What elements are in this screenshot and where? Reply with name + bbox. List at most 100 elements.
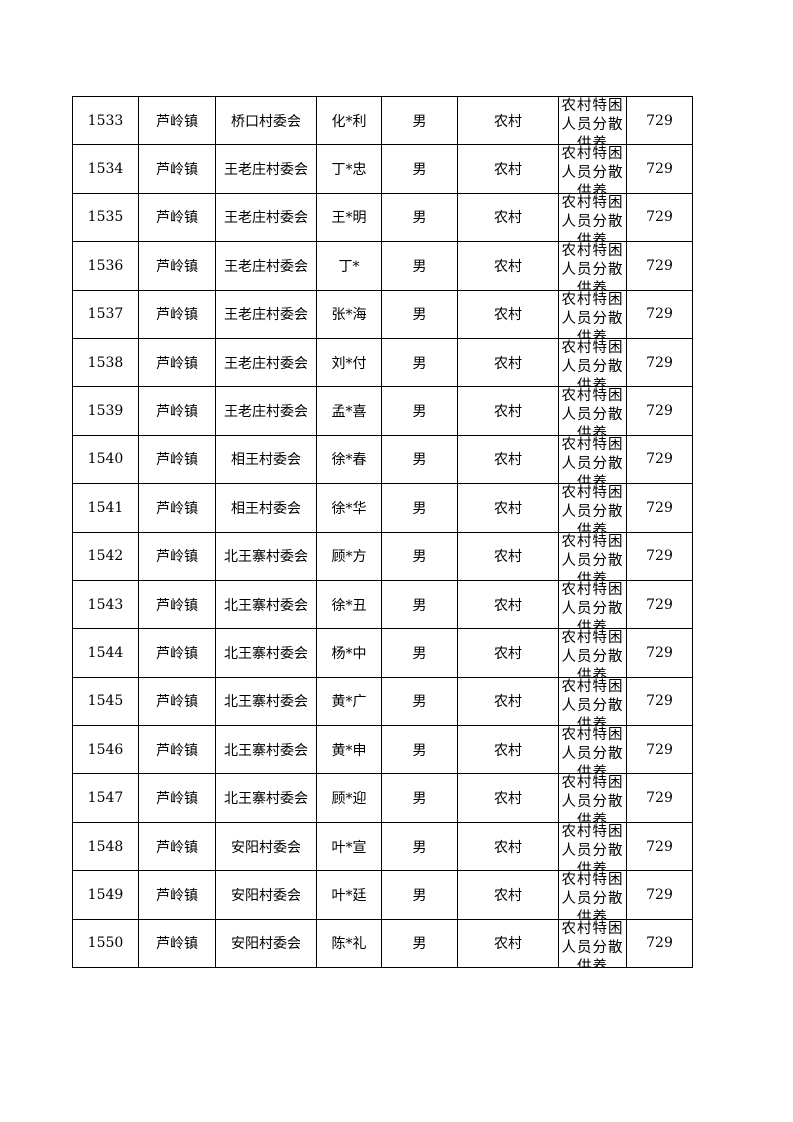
cell-town: 芦岭镇: [138, 773, 216, 823]
cell-category-text: 农村特困人员分散供养: [561, 727, 624, 774]
cell-category: 农村特困人员分散供养: [558, 95, 627, 146]
cell-town: 芦岭镇: [138, 289, 216, 339]
cell-town: 芦岭镇: [138, 337, 216, 388]
cell-no: 1536: [72, 241, 139, 291]
cell-type: 农村: [457, 144, 559, 194]
cell-gender: 男: [381, 628, 458, 678]
cell-category-text: 农村特困人员分散供养: [561, 485, 624, 532]
cell-category: 农村特困人员分散供养: [558, 918, 627, 969]
cell-name: 刘*付: [316, 337, 382, 388]
cell-gender: 男: [381, 725, 458, 775]
table-row: 1536 芦岭镇 王老庄村委会 丁* 男农村 农村特困人员分散供养 729: [72, 241, 693, 291]
cell-category: 农村特困人员分散供养: [558, 773, 627, 823]
cell-type: 农村: [457, 918, 559, 969]
cell-type: 农村: [457, 531, 559, 581]
cell-village: 安阳村委会: [215, 918, 317, 969]
cell-name: 徐*春: [316, 434, 382, 485]
cell-category-text: 农村特困人员分散供养: [561, 920, 624, 968]
cell-name: 王*明: [316, 192, 382, 243]
cell-name: 化*利: [316, 95, 382, 146]
table-row: 1537 芦岭镇 王老庄村委会 张*海男农村 农村特困人员分散供养 729: [72, 289, 693, 339]
cell-gender: 男: [381, 870, 458, 920]
cell-village: 王老庄村委会: [215, 289, 317, 339]
cell-name: 徐*华: [316, 483, 382, 533]
cell-amount: 729: [626, 192, 693, 243]
cell-gender: 男: [381, 579, 458, 630]
cell-town: 芦岭镇: [138, 918, 216, 969]
cell-amount: 729: [626, 918, 693, 969]
cell-category: 农村特困人员分散供养: [558, 192, 627, 243]
cell-category-text: 农村特困人员分散供养: [561, 243, 624, 290]
cell-category: 农村特困人员分散供养: [558, 386, 627, 436]
cell-category: 农村特困人员分散供养: [558, 531, 627, 581]
cell-village: 北王寨村委会: [215, 676, 317, 727]
cell-no: 1533: [72, 95, 139, 146]
cell-type: 农村: [457, 821, 559, 872]
cell-village: 王老庄村委会: [215, 144, 317, 194]
cell-town: 芦岭镇: [138, 192, 216, 243]
cell-category: 农村特困人员分散供养: [558, 144, 627, 194]
table-row: 1535 芦岭镇 王老庄村委会 王*明男农村 农村特困人员分散供养 729: [72, 192, 693, 243]
cell-town: 芦岭镇: [138, 579, 216, 630]
cell-category: 农村特困人员分散供养: [558, 870, 627, 920]
cell-category: 农村特困人员分散供养: [558, 628, 627, 678]
table-row: 1549 芦岭镇 安阳村委会 叶*廷男农村 农村特困人员分散供养 729: [72, 870, 693, 920]
table-row: 1540 芦岭镇 相王村委会 徐*春男农村 农村特困人员分散供养 729: [72, 434, 693, 485]
cell-gender: 男: [381, 337, 458, 388]
cell-no: 1543: [72, 579, 139, 630]
cell-name: 孟*喜: [316, 386, 382, 436]
cell-type: 农村: [457, 483, 559, 533]
cell-amount: 729: [626, 337, 693, 388]
cell-type: 农村: [457, 434, 559, 485]
cell-gender: 男: [381, 289, 458, 339]
cell-amount: 729: [626, 821, 693, 872]
cell-gender: 男: [381, 821, 458, 872]
table-row: 1542 芦岭镇 北王寨村委会 顾*方男农村 农村特困人员分散供养 729: [72, 531, 693, 581]
cell-name: 顾*迎: [316, 773, 382, 823]
cell-type: 农村: [457, 870, 559, 920]
cell-village: 相王村委会: [215, 434, 317, 485]
cell-name: 黄*申: [316, 725, 382, 775]
cell-type: 农村: [457, 773, 559, 823]
cell-gender: 男: [381, 918, 458, 969]
cell-village: 王老庄村委会: [215, 386, 317, 436]
cell-type: 农村: [457, 337, 559, 388]
cell-category-text: 农村特困人员分散供养: [561, 678, 624, 726]
cell-name: 丁*: [316, 241, 382, 291]
recipients-table: 1533 芦岭镇 桥口村委会 化*利男农村 农村特困人员分散供养 729 1534 芦岭镇 王老…: [72, 95, 693, 969]
cell-amount: 729: [626, 434, 693, 485]
cell-no: 1538: [72, 337, 139, 388]
cell-village: 安阳村委会: [215, 870, 317, 920]
table-row: 1533 芦岭镇 桥口村委会 化*利男农村 农村特困人员分散供养 729: [72, 95, 693, 146]
cell-amount: 729: [626, 289, 693, 339]
cell-town: 芦岭镇: [138, 725, 216, 775]
cell-town: 芦岭镇: [138, 386, 216, 436]
cell-name: 叶*廷: [316, 870, 382, 920]
cell-category: 农村特困人员分散供养: [558, 434, 627, 485]
cell-no: 1537: [72, 289, 139, 339]
cell-gender: 男: [381, 144, 458, 194]
cell-no: 1539: [72, 386, 139, 436]
cell-amount: 729: [626, 95, 693, 146]
cell-amount: 729: [626, 579, 693, 630]
cell-town: 芦岭镇: [138, 483, 216, 533]
cell-category-text: 农村特困人员分散供养: [561, 775, 624, 822]
cell-no: 1542: [72, 531, 139, 581]
cell-village: 北王寨村委会: [215, 628, 317, 678]
cell-gender: 男: [381, 386, 458, 436]
cell-village: 北王寨村委会: [215, 725, 317, 775]
cell-category-text: 农村特困人员分散供养: [561, 291, 624, 338]
cell-category: 农村特困人员分散供养: [558, 579, 627, 630]
cell-type: 农村: [457, 289, 559, 339]
cell-name: 丁*忠: [316, 144, 382, 194]
cell-amount: 729: [626, 676, 693, 727]
table-row: 1547 芦岭镇 北王寨村委会 顾*迎男农村 农村特困人员分散供养 729: [72, 773, 693, 823]
cell-gender: 男: [381, 241, 458, 291]
cell-type: 农村: [457, 95, 559, 146]
cell-amount: 729: [626, 483, 693, 533]
cell-town: 芦岭镇: [138, 821, 216, 872]
cell-town: 芦岭镇: [138, 531, 216, 581]
cell-village: 北王寨村委会: [215, 773, 317, 823]
cell-name: 杨*中: [316, 628, 382, 678]
cell-amount: 729: [626, 144, 693, 194]
